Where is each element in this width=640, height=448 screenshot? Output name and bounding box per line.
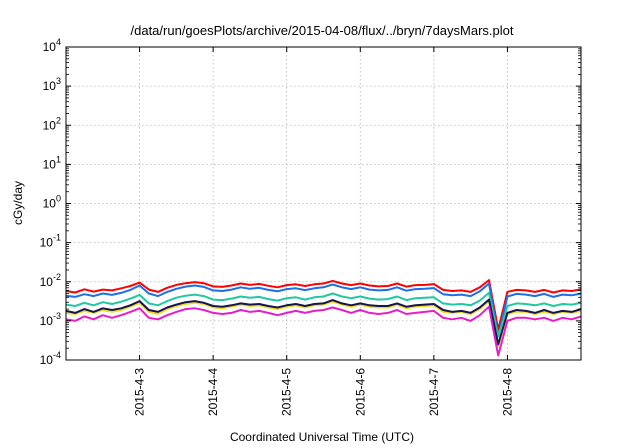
x-axis-label: Coordinated Universal Time (UTC) (230, 430, 414, 444)
x-tick-label: 2015-4-6 (353, 368, 367, 416)
y-tick-label: 10-4 (40, 350, 61, 367)
series-group (65, 279, 582, 357)
y-axis-label: cGy/day (11, 181, 25, 225)
series-line-6 (65, 305, 582, 357)
chart-title: /data/run/goesPlots/archive/2015-04-08/f… (131, 23, 514, 38)
y-axis: 10-4 10-3 10-2 10-1 100 101 102 103 104 (40, 37, 581, 367)
x-tick-label: 2015-4-5 (280, 368, 294, 416)
x-axis: 2015-4-3 2015-4-4 2015-4-5 2015-4-6 2015-4-7… (133, 47, 514, 416)
x-tick-label: 2015-4-4 (206, 368, 220, 416)
y-tick-label: 10-2 (40, 272, 61, 289)
series-line-3 (65, 291, 582, 338)
series-line-5 (65, 298, 582, 346)
y-tick-label: 10-3 (40, 311, 61, 328)
x-tick-label: 2015-4-3 (133, 368, 147, 416)
y-tick-label: 101 (43, 154, 61, 171)
y-tick-label: 104 (43, 37, 61, 54)
x-tick-label: 2015-4-7 (427, 368, 441, 416)
x-tick-label: 2015-4-8 (500, 368, 514, 416)
y-tick-label: 10-1 (40, 233, 61, 250)
y-tick-label: 102 (43, 115, 61, 132)
y-tick-label: 103 (43, 76, 61, 93)
y-tick-label: 100 (43, 194, 61, 211)
